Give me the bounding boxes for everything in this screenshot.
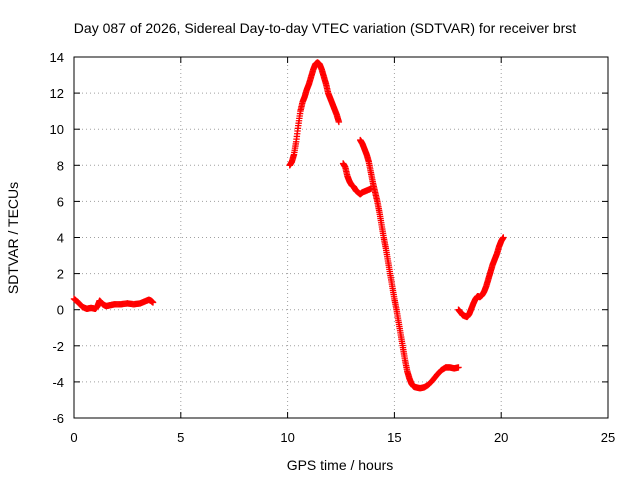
- data-point: [500, 234, 507, 241]
- y-tick-label: 12: [50, 86, 64, 101]
- x-tick-label: 20: [494, 430, 508, 445]
- y-tick-label: 6: [57, 194, 64, 209]
- chart-title: Day 087 of 2026, Sidereal Day-to-day VTE…: [74, 20, 576, 36]
- data-series: [70, 59, 507, 392]
- y-tick-label: 2: [57, 267, 64, 282]
- grid: [74, 57, 608, 418]
- x-tick-label: 5: [177, 430, 184, 445]
- x-tick-label: 10: [280, 430, 294, 445]
- y-tick-label: 14: [50, 50, 64, 65]
- y-tick-label: -6: [52, 411, 64, 426]
- series-segment-1: [70, 295, 157, 312]
- x-tick-label: 15: [387, 430, 401, 445]
- series-segment-3: [339, 160, 375, 198]
- y-tick-label: 8: [57, 158, 64, 173]
- y-tick-label: 10: [50, 122, 64, 137]
- series-segment-5: [455, 234, 507, 321]
- y-axis-label: SDTVAR / TECUs: [5, 182, 21, 294]
- y-tick-label: 0: [57, 303, 64, 318]
- series-segment-4: [357, 136, 462, 392]
- data-point: [335, 118, 343, 126]
- x-tick-label: 0: [70, 430, 77, 445]
- data-point: [149, 299, 157, 306]
- data-point: [455, 364, 462, 371]
- y-tick-label: -2: [52, 339, 64, 354]
- x-axis-label: GPS time / hours: [287, 457, 394, 473]
- y-tick-label: -4: [52, 375, 64, 390]
- axis-ticks: 0 5 10 15 20 25 -6 -4 -2 0 2 4 6 8 10 12 14: [50, 50, 616, 445]
- x-tick-label: 25: [601, 430, 615, 445]
- series-segment-2: [286, 59, 343, 169]
- y-tick-label: 4: [57, 231, 64, 246]
